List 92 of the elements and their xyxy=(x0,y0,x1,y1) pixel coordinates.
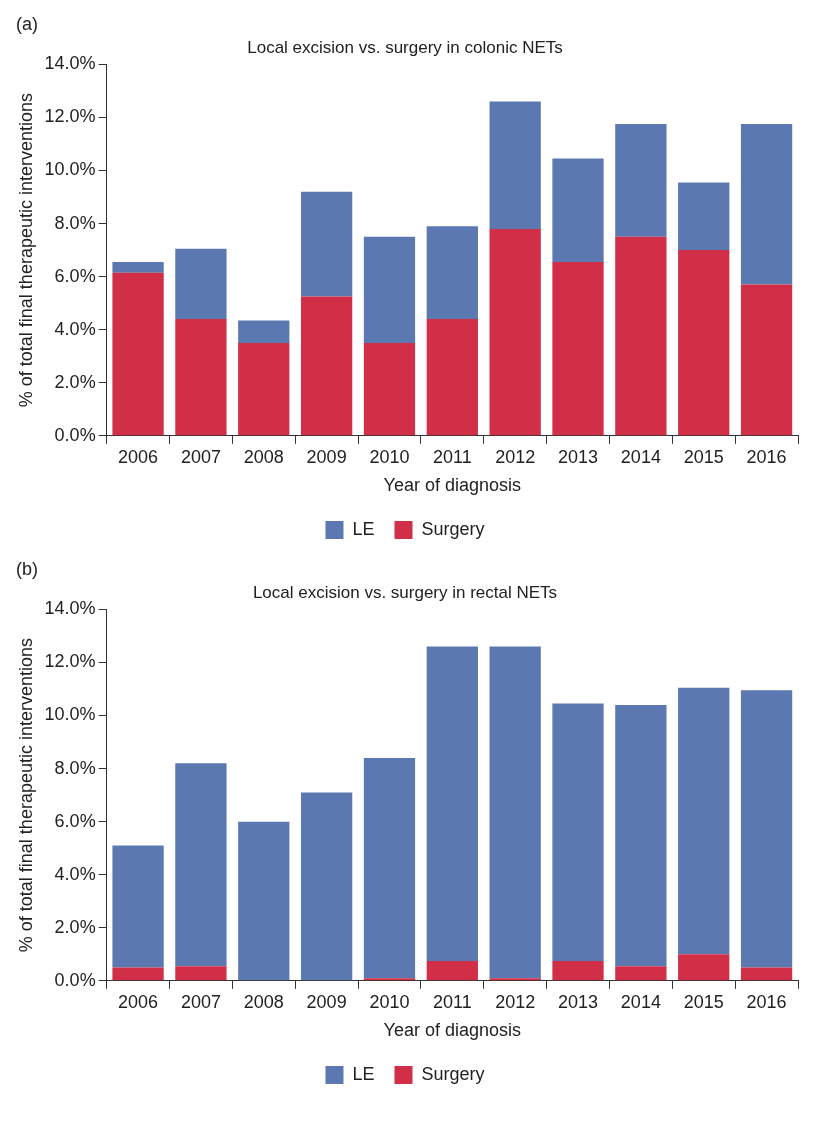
x-axis-title: Year of diagnosis xyxy=(383,475,522,496)
y-tick-label: 14.0% xyxy=(44,53,96,74)
y-tick-label: 6.0% xyxy=(54,265,96,286)
chart-title: Local excision vs. surgery in rectal NETs xyxy=(252,582,558,602)
y-axis-title: % of total final therapeutic interventions xyxy=(15,638,36,953)
bar xyxy=(238,342,290,436)
x-tick-label: 2011 xyxy=(432,991,472,1012)
legend-label: Surgery xyxy=(421,518,485,539)
bar xyxy=(363,236,416,343)
x-tick-label: 2010 xyxy=(369,446,410,467)
bar xyxy=(363,978,416,981)
y-tick-label: 4.0% xyxy=(54,863,96,884)
bar xyxy=(112,967,164,981)
bar xyxy=(740,284,793,436)
y-tick-label: 4.0% xyxy=(54,318,96,339)
y-tick-label: 0.0% xyxy=(54,424,96,445)
bar xyxy=(238,320,290,343)
y-tick-label: 8.0% xyxy=(54,757,96,778)
bar xyxy=(238,821,290,981)
bar xyxy=(489,228,541,436)
x-tick-label: 2014 xyxy=(620,446,661,467)
y-tick-label: 12.0% xyxy=(44,106,96,127)
y-tick-label: 2.0% xyxy=(54,916,96,937)
x-tick-label: 2006 xyxy=(118,991,159,1012)
x-tick-label: 2016 xyxy=(746,991,787,1012)
bar xyxy=(552,262,604,436)
x-tick-label: 2015 xyxy=(683,991,724,1012)
x-tick-label: 2012 xyxy=(495,991,536,1012)
x-tick-label: 2007 xyxy=(180,446,221,467)
x-tick-label: 2013 xyxy=(558,991,599,1012)
x-tick-label: 2008 xyxy=(243,446,284,467)
bar xyxy=(552,158,604,263)
bar xyxy=(426,226,478,320)
bar xyxy=(740,967,793,981)
bar xyxy=(112,272,164,436)
bar xyxy=(552,960,604,981)
bar xyxy=(175,319,227,436)
x-tick-label: 2016 xyxy=(746,446,787,467)
bar xyxy=(426,646,478,961)
bar xyxy=(678,954,730,981)
chart-title: Local excision vs. surgery in colonic NETs xyxy=(247,37,563,57)
y-tick-label: 8.0% xyxy=(54,212,96,233)
bar xyxy=(615,124,667,237)
bar xyxy=(678,182,730,251)
bar xyxy=(300,792,353,981)
x-tick-label: 2014 xyxy=(620,991,661,1012)
x-tick-label: 2011 xyxy=(432,446,472,467)
bar xyxy=(678,687,730,955)
x-tick-label: 2008 xyxy=(243,991,284,1012)
y-tick-label: 10.0% xyxy=(44,704,96,725)
bar xyxy=(552,703,604,961)
x-tick-label: 2009 xyxy=(306,446,347,467)
bar xyxy=(426,960,478,981)
bar xyxy=(615,236,667,436)
bar xyxy=(489,101,541,229)
y-tick-label: 12.0% xyxy=(44,651,96,672)
x-tick-label: 2010 xyxy=(369,991,410,1012)
y-tick-label: 6.0% xyxy=(54,810,96,831)
legend-label: LE xyxy=(352,1063,375,1084)
bar xyxy=(300,296,353,436)
y-tick-label: 0.0% xyxy=(54,969,96,990)
x-tick-label: 2007 xyxy=(180,991,221,1012)
x-tick-label: 2015 xyxy=(683,446,724,467)
x-tick-label: 2006 xyxy=(118,446,159,467)
x-tick-label: 2009 xyxy=(306,991,347,1012)
bar xyxy=(678,250,730,436)
legend-label: Surgery xyxy=(421,1063,485,1084)
y-tick-label: 2.0% xyxy=(54,371,96,392)
bar xyxy=(363,342,416,436)
y-tick-label: 10.0% xyxy=(44,159,96,180)
legend-label: LE xyxy=(352,518,375,539)
bar xyxy=(740,690,793,968)
bar xyxy=(615,704,667,967)
bar xyxy=(740,124,793,285)
bar xyxy=(489,646,541,979)
bar xyxy=(175,966,227,981)
bar xyxy=(112,262,164,273)
text: (b) xyxy=(16,558,38,579)
bar xyxy=(615,966,667,981)
bar xyxy=(426,319,478,436)
y-axis-title: % of total final therapeutic interventions xyxy=(15,93,36,408)
x-tick-label: 2013 xyxy=(558,446,599,467)
bar xyxy=(112,845,164,968)
bar xyxy=(363,757,416,979)
bar xyxy=(489,978,541,981)
text: (a) xyxy=(16,13,38,34)
y-tick-label: 14.0% xyxy=(44,598,96,619)
bar xyxy=(175,248,227,320)
bar xyxy=(300,191,353,297)
bar xyxy=(175,763,227,967)
x-axis-title: Year of diagnosis xyxy=(383,1020,522,1041)
x-tick-label: 2012 xyxy=(495,446,536,467)
